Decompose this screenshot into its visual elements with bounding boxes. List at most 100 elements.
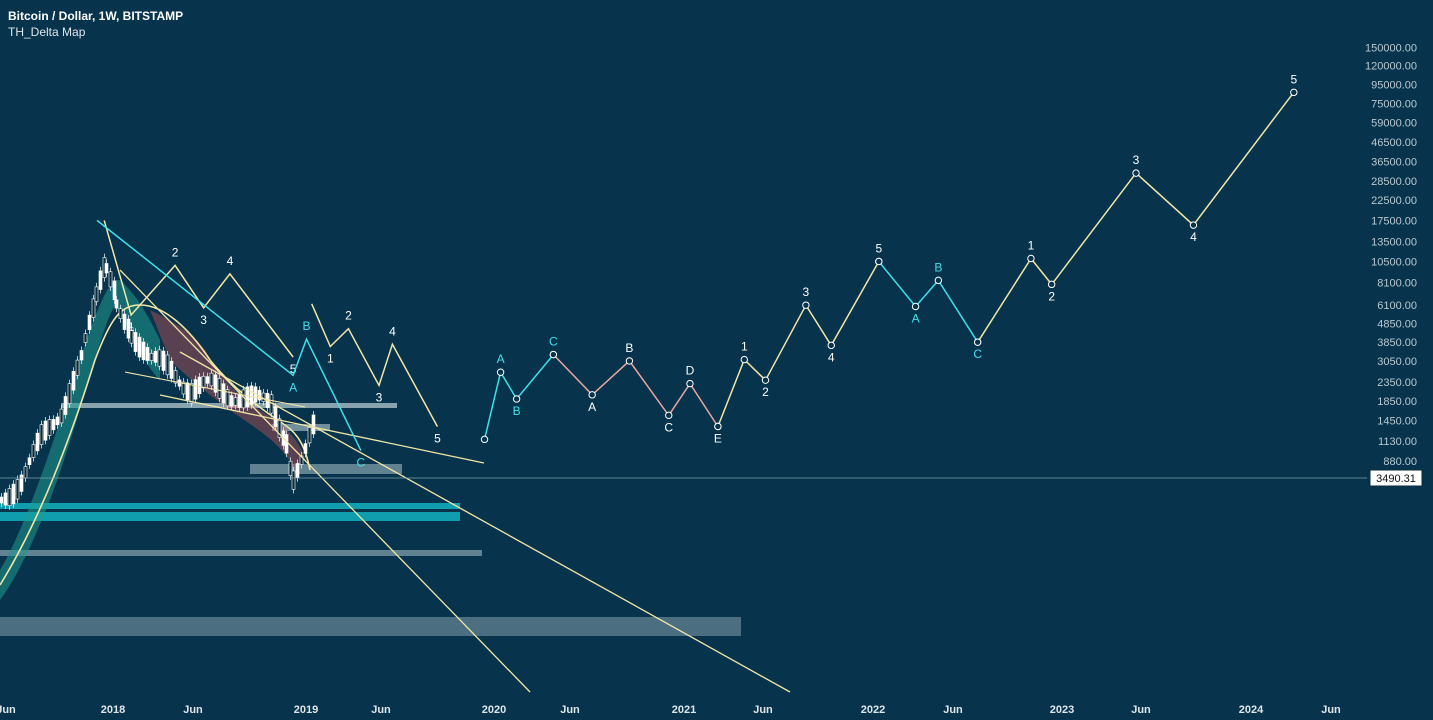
candle-body xyxy=(205,376,210,384)
candle-body xyxy=(0,496,4,504)
x-tick-label: 2024 xyxy=(1239,704,1264,716)
candle-body xyxy=(311,414,316,435)
y-tick-label: 46500.00 xyxy=(1371,137,1417,149)
candle-body xyxy=(59,408,64,424)
indicator-name[interactable]: TH_Delta Map xyxy=(8,25,86,39)
wave-line-yellow xyxy=(103,220,294,358)
candle-body xyxy=(249,385,254,406)
x-tick-label: 2023 xyxy=(1050,704,1074,716)
wave-label: 2 xyxy=(1048,289,1055,303)
candle-body xyxy=(237,393,242,408)
wave-label: A xyxy=(289,380,297,394)
candle-body xyxy=(284,434,289,454)
y-tick-label: 28500.00 xyxy=(1371,176,1417,188)
symbol-title[interactable]: Bitcoin / Dollar, 1W, BITSTAMP xyxy=(8,9,184,23)
candle-body xyxy=(181,381,186,395)
wave-point xyxy=(714,422,722,431)
y-tick-label: 1450.00 xyxy=(1377,416,1417,428)
time-axis[interactable]: Jun 2018 Jun 2019 Jun 2020 Jun 2021 Jun 2022 Jun 20… xyxy=(0,704,1341,716)
wave-label: B xyxy=(513,404,521,418)
wave-point xyxy=(1047,280,1056,289)
wave-point xyxy=(549,350,558,359)
candle-body xyxy=(87,314,92,331)
candle-body xyxy=(55,416,60,426)
wave-point xyxy=(512,395,521,403)
wave-line-yellow xyxy=(717,261,880,427)
candle-body xyxy=(118,308,123,319)
candle-body xyxy=(19,474,24,492)
wave-point xyxy=(588,391,596,399)
candle-body xyxy=(11,483,16,505)
x-tick-label: Jun xyxy=(560,704,580,716)
zone-box xyxy=(272,424,330,431)
x-tick-label: 2021 xyxy=(672,704,696,716)
candle-body xyxy=(39,424,44,445)
price-axis[interactable]: 150000.00 120000.00 95000.00 75000.00 59000.… xyxy=(1365,43,1417,487)
trendline xyxy=(124,371,306,408)
candle-body xyxy=(229,395,234,407)
y-tick-label: 3050.00 xyxy=(1377,356,1417,368)
wave-label: 3 xyxy=(376,390,383,404)
wave-point xyxy=(827,341,835,350)
wave-point xyxy=(761,376,770,384)
wave-line-cyan xyxy=(878,261,979,343)
candle-body xyxy=(277,418,282,438)
candle-body xyxy=(193,379,198,400)
y-tick-label: 17500.00 xyxy=(1371,215,1417,227)
candle-body xyxy=(303,443,308,454)
wave-label: A xyxy=(497,352,505,366)
y-tick-label: 3850.00 xyxy=(1377,337,1417,349)
candle-body xyxy=(31,444,36,458)
wave-label: 2 xyxy=(172,245,179,259)
candle-body xyxy=(104,263,109,274)
candle-body xyxy=(27,457,32,466)
candle-body xyxy=(173,370,178,384)
wave-label: 3 xyxy=(1133,153,1140,167)
candle-body xyxy=(23,466,28,479)
candle-body xyxy=(291,470,296,490)
candle-body xyxy=(75,359,80,376)
x-tick-label: Jun xyxy=(183,704,203,716)
support-resistance-zones xyxy=(0,403,741,636)
current-price-badge: 3490.31 xyxy=(1369,469,1423,487)
wave-point xyxy=(1132,169,1140,177)
candle-body xyxy=(213,374,218,393)
candle-body xyxy=(185,382,190,401)
candle-body xyxy=(122,313,127,330)
wave-label: A xyxy=(588,400,596,414)
wave-label: C xyxy=(549,335,558,349)
wave-label: 3 xyxy=(200,313,207,327)
zone-box xyxy=(0,503,460,509)
x-tick-label: Jun xyxy=(1321,704,1341,716)
price-badge-text: 3490.31 xyxy=(1376,473,1416,485)
candle-body xyxy=(273,406,278,427)
y-tick-label: 8100.00 xyxy=(1377,277,1417,289)
candle-body xyxy=(221,383,226,404)
candle-body xyxy=(112,280,117,301)
elliott-wave-projection: 1 2 3 4 5 A B C 1 2 3 4 5 A B C A B C D E 1 2 3 4 5 A B C 1 2 3 4 5 xyxy=(96,72,1298,470)
candle-body xyxy=(197,376,202,395)
wave-point xyxy=(686,379,694,388)
y-tick-label: 95000.00 xyxy=(1371,79,1417,91)
y-tick-label: 22500.00 xyxy=(1371,195,1417,207)
wave-line-cyan xyxy=(483,354,554,440)
wave-point xyxy=(973,338,982,346)
price-badge-box xyxy=(1369,469,1423,487)
wave-label: B xyxy=(625,341,633,355)
wave-point xyxy=(625,357,634,365)
candle-body xyxy=(51,419,56,431)
zone-box xyxy=(0,550,482,556)
wave-point xyxy=(875,257,883,266)
wave-label: 3 xyxy=(803,285,810,299)
candle-body xyxy=(47,419,52,436)
wave-label: 1 xyxy=(327,351,334,365)
wave-point xyxy=(802,301,810,309)
candle-body xyxy=(15,479,20,500)
ma-curve xyxy=(0,304,311,586)
x-tick-label: Jun xyxy=(0,704,16,716)
candle-body xyxy=(201,375,206,389)
wave-label: 5 xyxy=(434,431,441,445)
wave-point xyxy=(911,302,920,311)
candle-body xyxy=(245,386,250,408)
